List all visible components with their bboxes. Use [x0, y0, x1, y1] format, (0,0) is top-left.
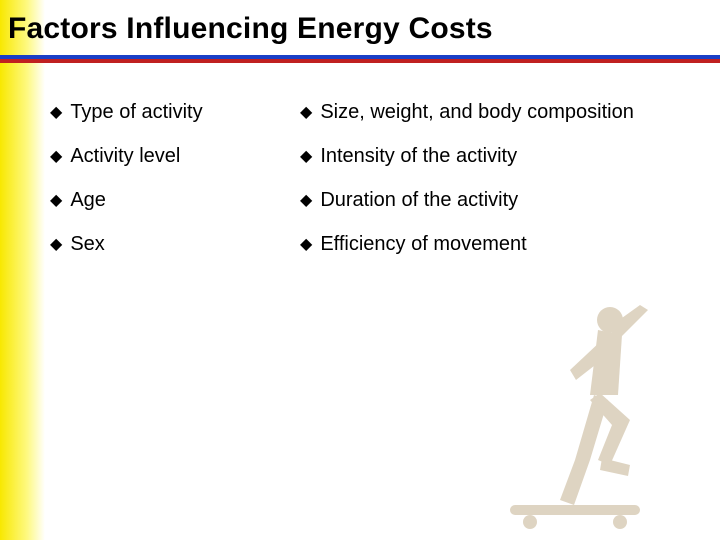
item-text: Age	[70, 188, 106, 212]
bullet-icon: ◆	[300, 149, 312, 165]
list-item: ◆ Size, weight, and body composition	[300, 100, 700, 124]
list-item: ◆ Sex	[50, 232, 260, 256]
list-item: ◆ Age	[50, 188, 260, 212]
bullet-icon: ◆	[300, 105, 312, 121]
bullet-icon: ◆	[300, 193, 312, 209]
bullet-icon: ◆	[50, 149, 62, 165]
bullet-icon: ◆	[50, 237, 62, 253]
bullet-icon: ◆	[300, 237, 312, 253]
item-text: Sex	[70, 232, 104, 256]
list-item: ◆ Duration of the activity	[300, 188, 700, 212]
left-gradient-bar	[0, 0, 45, 540]
list-item: ◆ Efficiency of movement	[300, 232, 700, 256]
list-item: ◆ Intensity of the activity	[300, 144, 700, 168]
bullet-icon: ◆	[50, 193, 62, 209]
item-text: Intensity of the activity	[320, 144, 517, 168]
title-rule-red	[0, 59, 720, 63]
item-text: Size, weight, and body composition	[320, 100, 634, 124]
left-column: ◆ Type of activity ◆ Activity level ◆ Ag…	[50, 100, 260, 276]
list-item: ◆ Type of activity	[50, 100, 260, 124]
item-text: Type of activity	[70, 100, 202, 124]
item-text: Duration of the activity	[320, 188, 518, 212]
skateboarder-silhouette	[490, 300, 690, 530]
right-column: ◆ Size, weight, and body composition ◆ I…	[300, 100, 700, 276]
item-text: Efficiency of movement	[320, 232, 526, 256]
content-area: ◆ Type of activity ◆ Activity level ◆ Ag…	[50, 100, 700, 276]
bullet-icon: ◆	[50, 105, 62, 121]
slide: Factors Influencing Energy Costs ◆ Type …	[0, 0, 720, 540]
item-text: Activity level	[70, 144, 180, 168]
slide-title: Factors Influencing Energy Costs	[8, 12, 493, 46]
list-item: ◆ Activity level	[50, 144, 260, 168]
